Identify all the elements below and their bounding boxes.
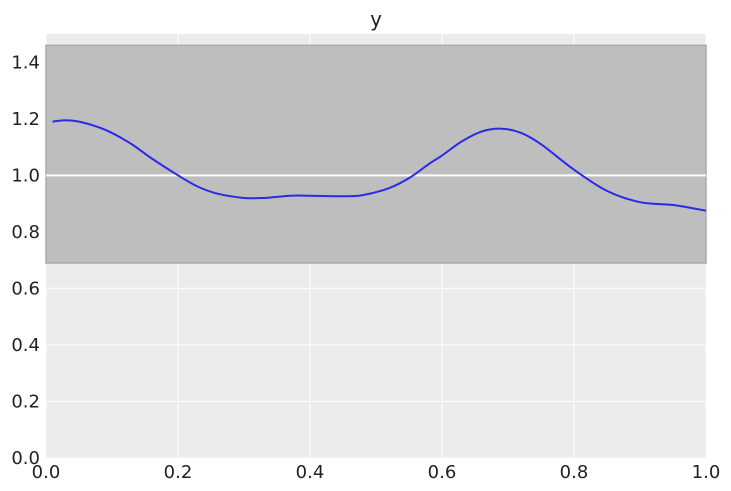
series-line [52, 119, 707, 212]
x-tick-label: 0.4 [296, 462, 325, 483]
x-tick-label: 0.2 [164, 462, 193, 483]
y-tick-label: 0.2 [11, 391, 40, 412]
y-tick-label: 0.0 [11, 448, 40, 469]
x-axis: 0.0 0.2 0.4 0.6 0.8 1.0 [32, 462, 721, 483]
y-tick-label: 1.2 [11, 109, 40, 130]
x-tick-label: 0.6 [428, 462, 457, 483]
chart-title: y [370, 7, 382, 31]
x-tick-label: 0.8 [560, 462, 589, 483]
y-tick-label: 0.8 [11, 222, 40, 243]
y-tick-label: 0.6 [11, 278, 40, 299]
y-tick-label: 0.4 [11, 335, 40, 356]
x-tick-label: 1.0 [692, 462, 721, 483]
x-tick-label: 0.0 [32, 462, 61, 483]
y-axis: 0.0 0.2 0.4 0.6 0.8 1.0 1.2 1.4 [11, 52, 40, 469]
y-tick-label: 1.4 [11, 52, 40, 73]
credible-band [45, 44, 707, 264]
y-tick-label: 1.0 [11, 165, 40, 186]
